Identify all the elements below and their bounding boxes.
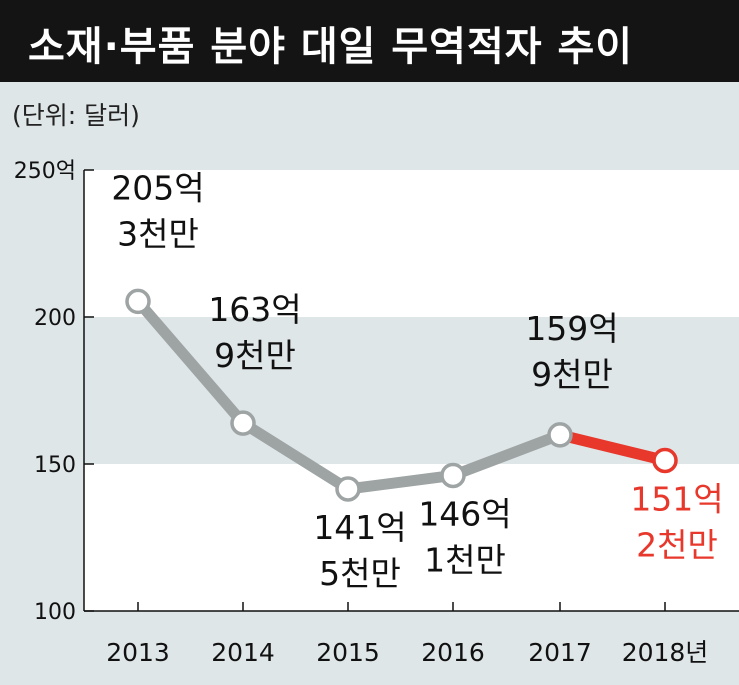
y-tick-label: 100 [34, 600, 76, 625]
x-tick-label: 2015 [316, 638, 380, 667]
y-axis-ticks: 250억 200 150 100 [14, 159, 94, 625]
band-0 [84, 170, 739, 317]
data-point-2014 [230, 410, 256, 436]
x-tick-label: 2013 [106, 638, 170, 667]
data-label-2014-line2: 9천만 [214, 336, 296, 375]
data-point-2015 [335, 476, 361, 502]
highlight-line-segment [554, 429, 671, 466]
data-point-2017 [547, 422, 573, 448]
data-label-2017-line1: 159억 [525, 309, 618, 348]
data-point-2018년 [652, 447, 678, 474]
data-point-2016 [440, 462, 466, 489]
chart-title: 소재·부품 분야 대일 무역적자 추이 [28, 24, 634, 70]
x-tick-label: 2016 [421, 638, 485, 667]
data-label-2018년-line2: 2천만 [636, 525, 718, 564]
band-2 [84, 464, 739, 611]
data-label-2017-line2: 9천만 [531, 355, 613, 394]
data-points [125, 288, 678, 502]
x-axis-ticks: 2013 2014 2015 2016 2017 2018년 [106, 602, 708, 667]
data-label-2018년-line1: 151억 [630, 479, 723, 518]
x-tick-label: 2017 [528, 638, 592, 667]
title-bar: 소재·부품 분야 대일 무역적자 추이 [0, 0, 739, 82]
axes [83, 170, 739, 612]
y-tick-label: 250억 [14, 159, 76, 184]
x-tick-label: 2018년 [622, 638, 709, 667]
data-point-2013 [125, 288, 151, 315]
y-tick-label: 150 [34, 453, 76, 478]
data-label-2013-line1: 205억 [111, 168, 204, 207]
data-label-2015-line1: 141억 [313, 508, 406, 547]
data-label-2014-line1: 163억 [208, 290, 301, 329]
y-tick-label: 200 [34, 306, 76, 331]
data-label-2013-line2: 3천만 [117, 214, 199, 253]
data-label-2016-line2: 1천만 [424, 540, 506, 579]
background-bands [84, 170, 739, 611]
x-tick-label: 2014 [211, 638, 275, 667]
data-label-2016-line1: 146억 [418, 494, 511, 533]
data-label-2015-line2: 5천만 [319, 554, 401, 593]
band-1 [84, 317, 739, 464]
unit-label: (단위: 달러) [12, 101, 140, 130]
